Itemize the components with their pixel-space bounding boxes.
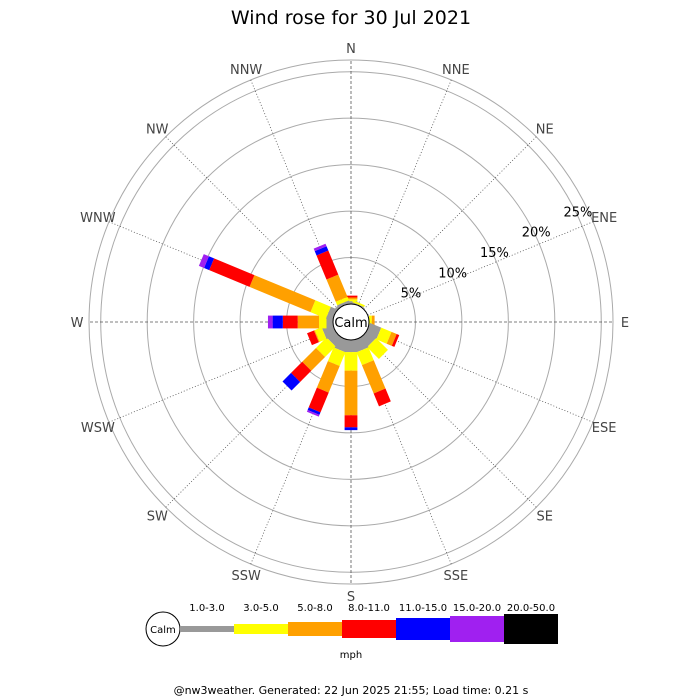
bar-sw-3.0-5.0 bbox=[316, 337, 336, 357]
bar-wnw-15.0-20.0 bbox=[198, 254, 209, 269]
radial-tick-label: 15% bbox=[480, 246, 509, 261]
bar-ssw-3.0-5.0 bbox=[327, 347, 346, 366]
bar-nnw-1.0-3.0 bbox=[337, 300, 351, 308]
bar-sse-3.0-5.0 bbox=[356, 347, 374, 366]
bar-sse-5.0-8.0 bbox=[361, 360, 386, 394]
bar-ese-3.0-5.0 bbox=[376, 327, 392, 344]
footer-text: @nw3weather. Generated: 22 Jun 2025 21:5… bbox=[174, 684, 529, 697]
bar-wsw-5.0-8.0 bbox=[313, 330, 320, 343]
wind-bars bbox=[198, 243, 400, 431]
spoke-ne bbox=[363, 136, 537, 310]
bar-wnw-3.0-5.0 bbox=[310, 300, 331, 319]
direction-label-ese: ESE bbox=[592, 421, 617, 436]
legend-label-20.0-50.0: 20.0-50.0 bbox=[507, 603, 555, 614]
direction-label-nne: NNE bbox=[442, 63, 470, 78]
direction-label-sse: SSE bbox=[443, 569, 468, 584]
direction-label-nw: NW bbox=[146, 122, 169, 137]
grid-ring bbox=[193, 164, 509, 480]
bar-w-3.0-5.0 bbox=[319, 315, 327, 329]
bar-s-3.0-5.0 bbox=[344, 352, 358, 371]
legend-swatch-15.0-20.0 bbox=[450, 616, 504, 642]
bar-n-8.0-11.0 bbox=[344, 295, 358, 298]
spoke-ese bbox=[367, 328, 594, 423]
polar-grid: N NNE NE ENE E ESE SE SSE S SSW SW WSW W WNW NW NNW bbox=[71, 42, 630, 605]
direction-label-sw: SW bbox=[147, 510, 168, 525]
legend-label-8.0-11.0: 8.0-11.0 bbox=[348, 603, 390, 614]
legend-label-15.0-20.0: 15.0-20.0 bbox=[453, 603, 501, 614]
calm-center: Calm bbox=[332, 303, 370, 341]
bar-s-5.0-8.0 bbox=[344, 370, 358, 416]
direction-label-ne: NE bbox=[536, 122, 554, 137]
bar-n-1.0-3.0 bbox=[344, 301, 358, 304]
bar-wnw-5.0-8.0 bbox=[249, 275, 316, 313]
legend-calm-label: Calm bbox=[150, 625, 176, 636]
bar-nnw-5.0-8.0 bbox=[326, 274, 348, 302]
direction-label-wnw: WNW bbox=[80, 211, 116, 226]
direction-label-e: E bbox=[621, 316, 629, 331]
legend-swatch-20.0-50.0 bbox=[504, 614, 558, 644]
bar-ssw-8.0-11.0 bbox=[308, 387, 329, 413]
direction-label-wsw: WSW bbox=[81, 421, 115, 436]
spoke-se bbox=[363, 334, 537, 508]
bar-n-5.0-8.0 bbox=[344, 297, 358, 300]
legend-swatch-5.0-8.0 bbox=[288, 622, 342, 636]
legend-units: mph bbox=[340, 650, 362, 661]
legend-label-11.0-15.0: 11.0-15.0 bbox=[399, 603, 447, 614]
bar-se-3.0-5.0 bbox=[367, 338, 388, 359]
direction-label-nnw: NNW bbox=[230, 63, 262, 78]
bar-sw-8.0-11.0 bbox=[291, 361, 312, 382]
bar-nnw-11.0-15.0 bbox=[314, 246, 329, 256]
legend-swatch-8.0-11.0 bbox=[342, 620, 396, 638]
legend-label-5.0-8.0: 5.0-8.0 bbox=[297, 603, 332, 614]
bar-wnw-11.0-15.0 bbox=[204, 256, 215, 271]
direction-label-se: SE bbox=[537, 510, 553, 525]
radial-tick-labels: 5% 10% 15% 20% 25% bbox=[401, 205, 593, 301]
bar-ssw-15.0-20.0 bbox=[306, 409, 320, 417]
grid-ring bbox=[88, 59, 614, 585]
direction-label-n: N bbox=[346, 42, 356, 57]
bar-nne-3.0-5.0 bbox=[352, 300, 365, 307]
bar-wnw-8.0-11.0 bbox=[209, 258, 255, 287]
bar-ese-5.0-8.0 bbox=[386, 331, 397, 346]
bar-ssw-5.0-8.0 bbox=[316, 361, 340, 393]
direction-label-s: S bbox=[347, 590, 355, 605]
bar-wsw-8.0-11.0 bbox=[307, 330, 319, 346]
bar-nnw-15.0-20.0 bbox=[313, 243, 327, 252]
bar-sw-5.0-8.0 bbox=[302, 347, 326, 371]
bar-w-8.0-11.0 bbox=[282, 315, 298, 329]
legend-swatch-11.0-15.0 bbox=[396, 618, 450, 640]
bar-sse-8.0-11.0 bbox=[373, 388, 391, 407]
radial-tick-label: 20% bbox=[522, 226, 551, 241]
direction-label-ene: ENE bbox=[591, 211, 617, 226]
bar-w-11.0-15.0 bbox=[272, 315, 283, 329]
bar-sw-11.0-15.0 bbox=[282, 372, 301, 391]
legend-swatch-1.0-3.0 bbox=[180, 626, 234, 632]
bar-w-5.0-8.0 bbox=[297, 315, 320, 329]
radial-tick-label: 25% bbox=[563, 205, 592, 220]
bar-w-15.0-20.0 bbox=[267, 315, 273, 329]
legend-label-1.0-3.0: 1.0-3.0 bbox=[189, 603, 224, 614]
bar-wsw-3.0-5.0 bbox=[314, 327, 327, 342]
bar-ese-8.0-11.0 bbox=[391, 333, 400, 347]
calm-circle bbox=[332, 303, 370, 341]
legend-label-3.0-5.0: 3.0-5.0 bbox=[243, 603, 278, 614]
radial-tick-label: 10% bbox=[438, 266, 467, 281]
legend-swatch-3.0-5.0 bbox=[234, 624, 288, 634]
bar-s-11.0-15.0 bbox=[344, 427, 358, 431]
bar-nnw-8.0-11.0 bbox=[316, 250, 339, 280]
bar-s-8.0-11.0 bbox=[344, 415, 358, 428]
direction-label-ssw: SSW bbox=[231, 569, 261, 584]
bar-n-3.0-5.0 bbox=[344, 299, 358, 302]
bar-ssw-11.0-15.0 bbox=[307, 407, 321, 415]
chart-title: Wind rose for 30 Jul 2021 bbox=[231, 7, 471, 29]
direction-label-w: W bbox=[71, 316, 84, 331]
radial-tick-label: 5% bbox=[401, 287, 422, 302]
bar-nnw-3.0-5.0 bbox=[335, 296, 349, 306]
speed-legend: Calm mph 1.0-3.0 3.0-5.0 5.0-8.0 8.0-11.0 11… bbox=[145, 603, 558, 661]
calm-label: Calm bbox=[334, 316, 367, 331]
